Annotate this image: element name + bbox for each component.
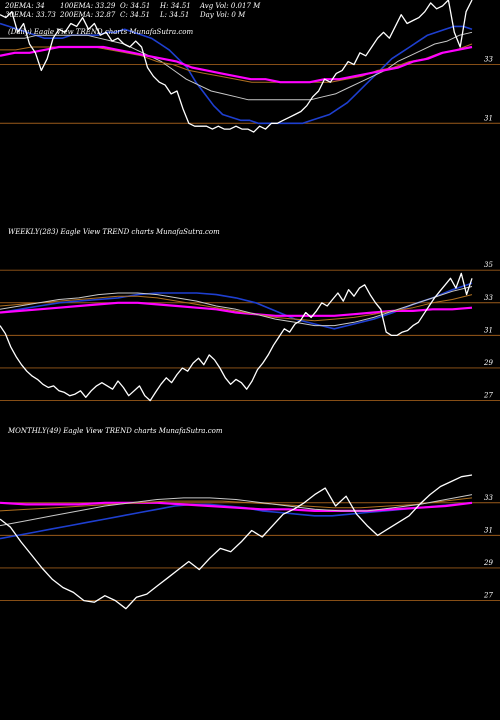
header-ema20: 20EMA: 34 <box>4 2 45 10</box>
daily-price-line <box>0 0 473 133</box>
weekly-y-tick-label: 33 <box>484 294 493 302</box>
weekly-y-tick-label: 35 <box>484 261 493 269</box>
header-ema30: 30EMA: 33.73 <box>5 11 56 19</box>
daily-ema-blue-line <box>0 22 473 125</box>
daily-chart-title: (Daily) Eagle View TREND charts MunafaSu… <box>8 28 194 36</box>
monthly-price-line <box>0 474 473 610</box>
weekly-y-tick-label: 31 <box>484 326 493 334</box>
header-ema100: 100EMA: 33.29 <box>60 2 116 10</box>
header-close: C: 34.51 <box>120 11 150 19</box>
header-high: H: 34.51 <box>159 2 191 10</box>
daily-y-tick-label: 33 <box>484 56 493 64</box>
weekly-panel: 35 33 31 29 27 <box>0 261 500 402</box>
weekly-y-tick-label: 27 <box>483 392 493 400</box>
daily-ema-magenta-line <box>0 45 473 84</box>
daily-panel: 33 31 <box>0 0 500 133</box>
monthly-y-tick-label: 33 <box>484 494 493 502</box>
daily-y-tick-label: 31 <box>484 114 493 122</box>
header-low: L: 34.51 <box>159 11 189 19</box>
header-day-vol: Day Vol: 0 M <box>199 11 246 19</box>
monthly-y-tick-label: 27 <box>483 592 493 600</box>
header-ema200: 200EMA: 32.87 <box>59 11 116 19</box>
monthly-ema-grey-line <box>0 501 473 512</box>
monthly-chart-title: MONTHLY(49) Eagle View TREND charts Muna… <box>7 427 223 435</box>
header-avg-vol: Avg Vol: 0.017 M <box>199 2 261 10</box>
header-open: O: 34.51 <box>120 2 150 10</box>
weekly-chart-title: WEEKLY(283) Eagle View TREND charts Muna… <box>8 228 220 236</box>
header-stats: 20EMA: 34 100EMA: 33.29 O: 34.51 H: 34.5… <box>4 2 261 19</box>
monthly-y-tick-label: 31 <box>484 526 493 534</box>
weekly-ema-blue-line <box>0 282 473 330</box>
weekly-ema-magenta-line <box>0 286 473 327</box>
weekly-y-tick-label: 29 <box>483 359 493 367</box>
daily-ema-grey-line <box>0 31 473 101</box>
weekly-price-line <box>0 272 473 402</box>
monthly-ema-magenta-line <box>0 494 473 527</box>
monthly-panel: 33 31 29 27 <box>0 474 500 610</box>
monthly-y-tick-label: 29 <box>483 559 493 567</box>
monthly-ema-orange-line <box>0 497 473 512</box>
